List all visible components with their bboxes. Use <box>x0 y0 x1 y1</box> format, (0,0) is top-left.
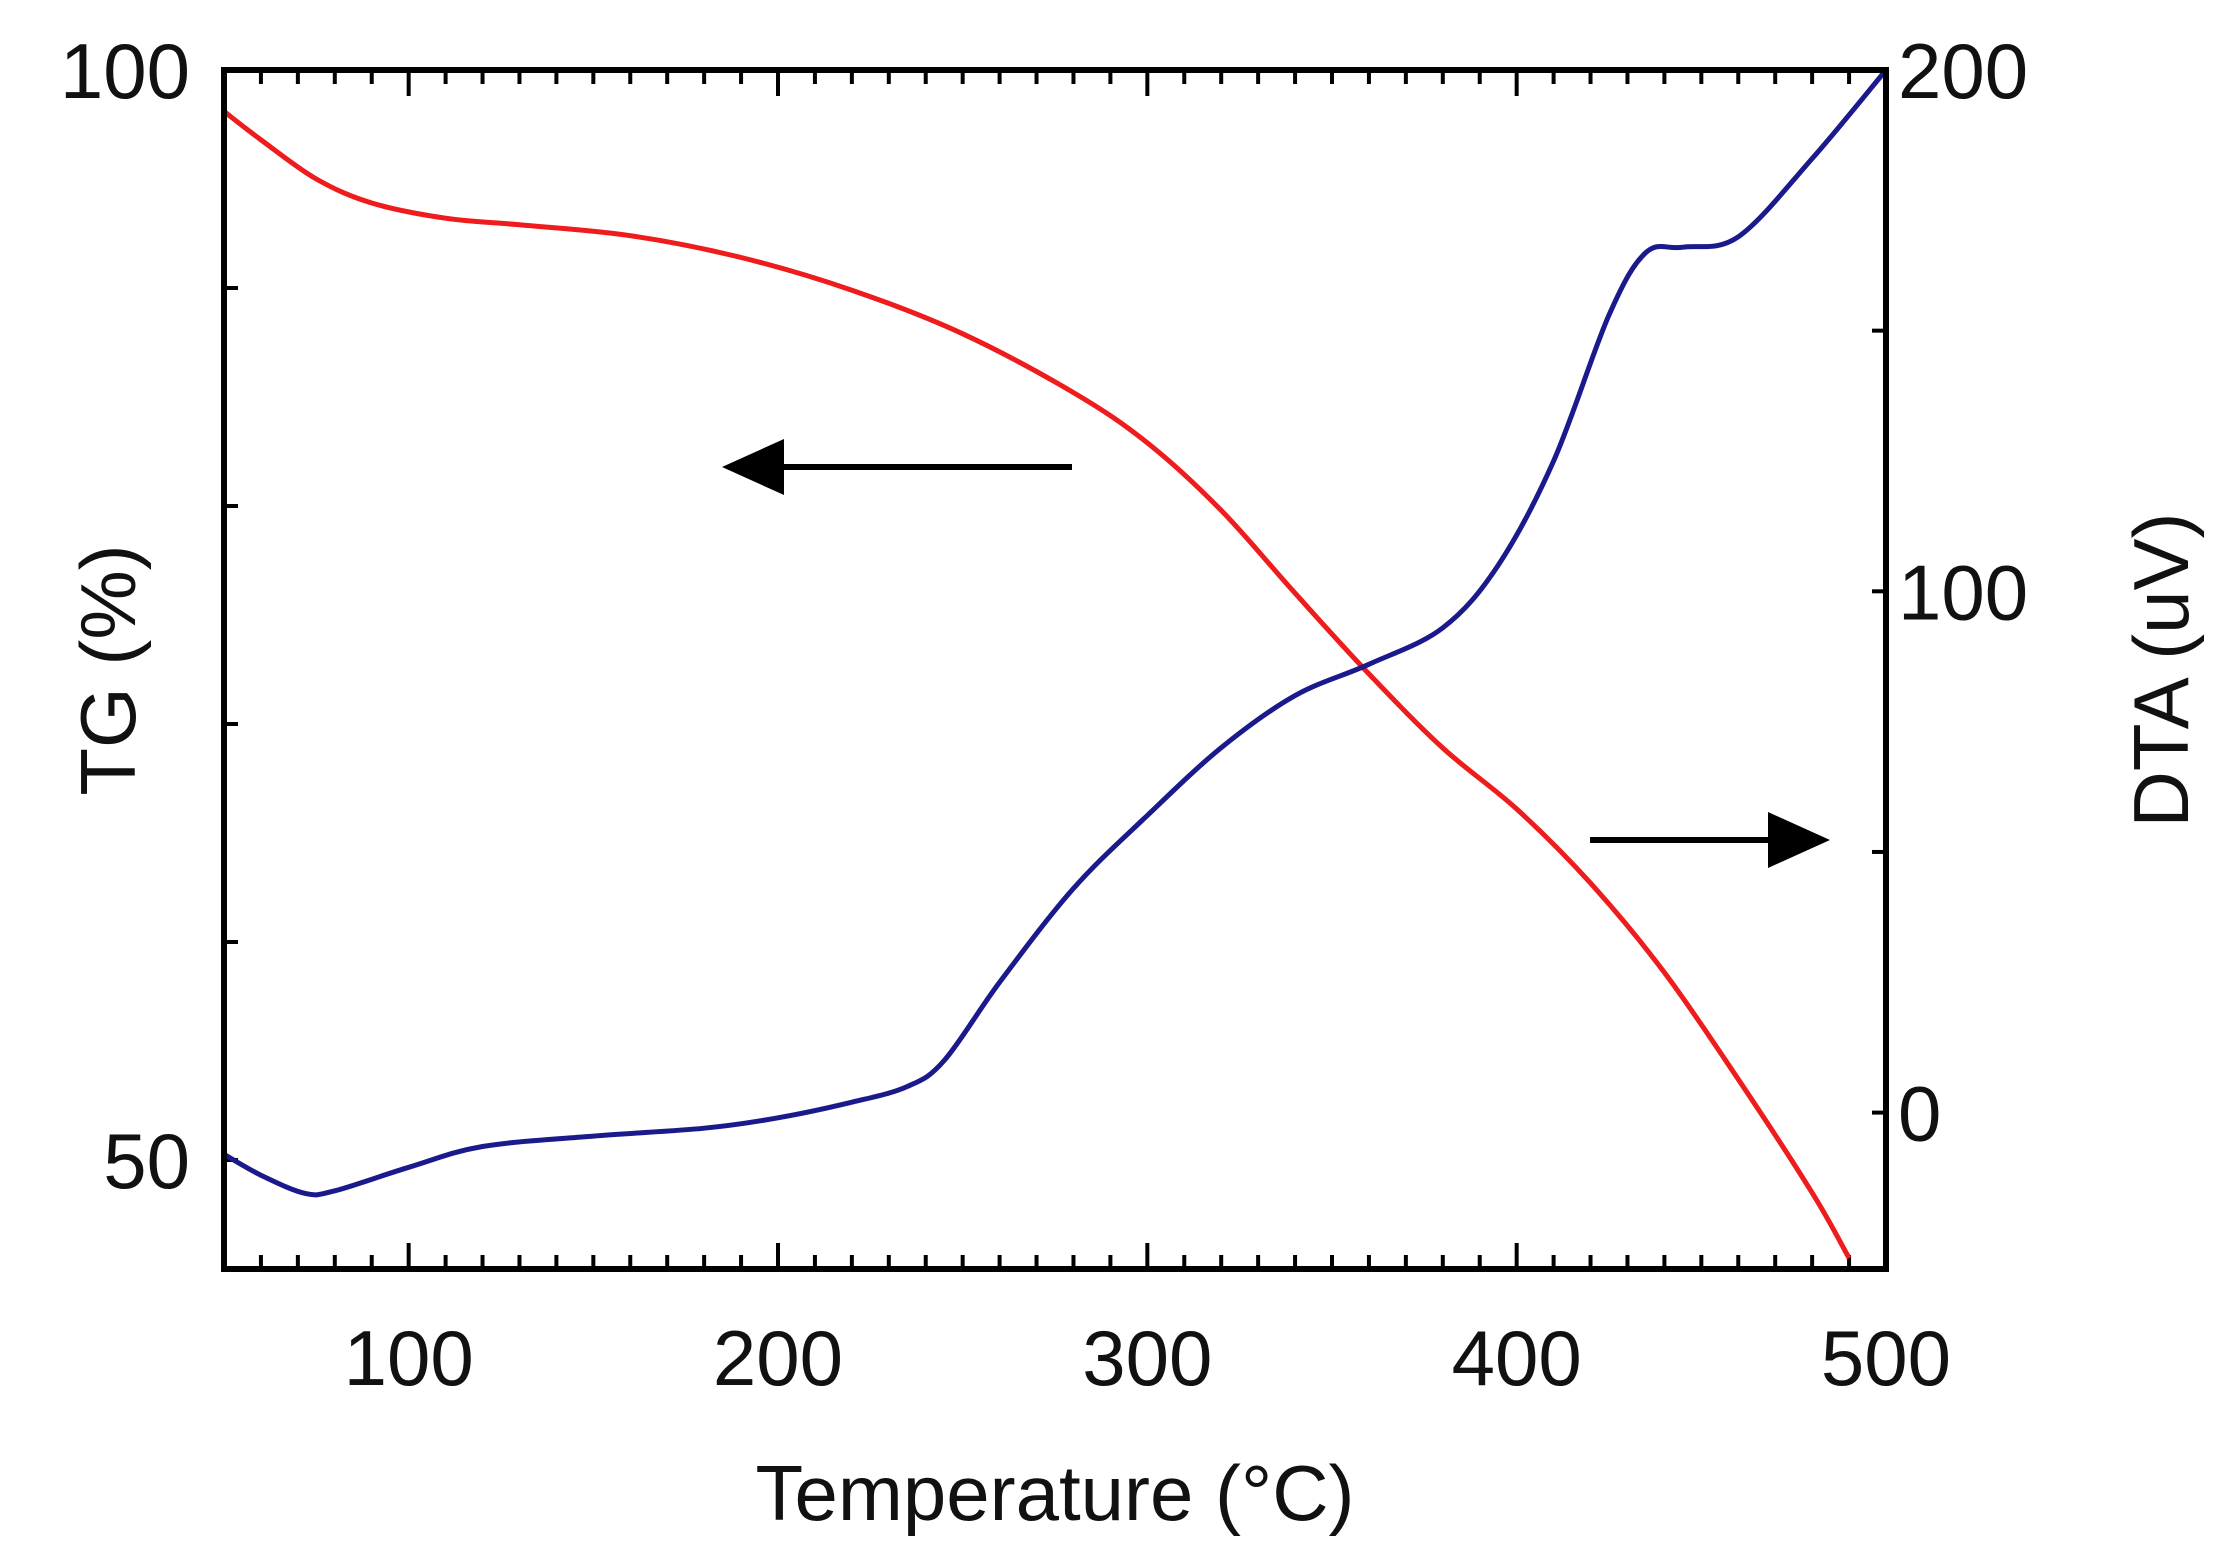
x-tick-label: 300 <box>1082 1314 1212 1402</box>
y-right-tick-label: 200 <box>1898 27 2028 115</box>
tg-axis-arrow <box>722 439 1072 495</box>
tick-marks <box>224 70 1886 1269</box>
x-tick-label: 400 <box>1452 1314 1582 1402</box>
plot-frame <box>221 67 1889 1272</box>
series-lines <box>222 68 1888 1260</box>
x-tick-label: 500 <box>1821 1314 1951 1402</box>
x-axis-title: Temperature (°C) <box>755 1449 1354 1537</box>
series-line-tg <box>222 109 1852 1260</box>
dta-axis-arrow <box>1590 812 1830 868</box>
x-tick-label: 200 <box>713 1314 843 1402</box>
y-right-tick-label: 0 <box>1898 1070 1941 1158</box>
tick-labels: 100 200 300 400 500 100 50 200 100 0 <box>60 27 2028 1402</box>
y-right-axis-title: DTA (uV) <box>2117 513 2205 828</box>
series-line-dta <box>222 68 1888 1198</box>
y-left-tick-label: 100 <box>60 27 190 115</box>
y-left-tick-label: 50 <box>103 1117 190 1205</box>
axis-arrows <box>722 439 1830 868</box>
y-left-axis-title: TG (%) <box>64 544 152 795</box>
x-tick-label: 100 <box>344 1314 474 1402</box>
y-right-tick-label: 100 <box>1898 548 2028 636</box>
